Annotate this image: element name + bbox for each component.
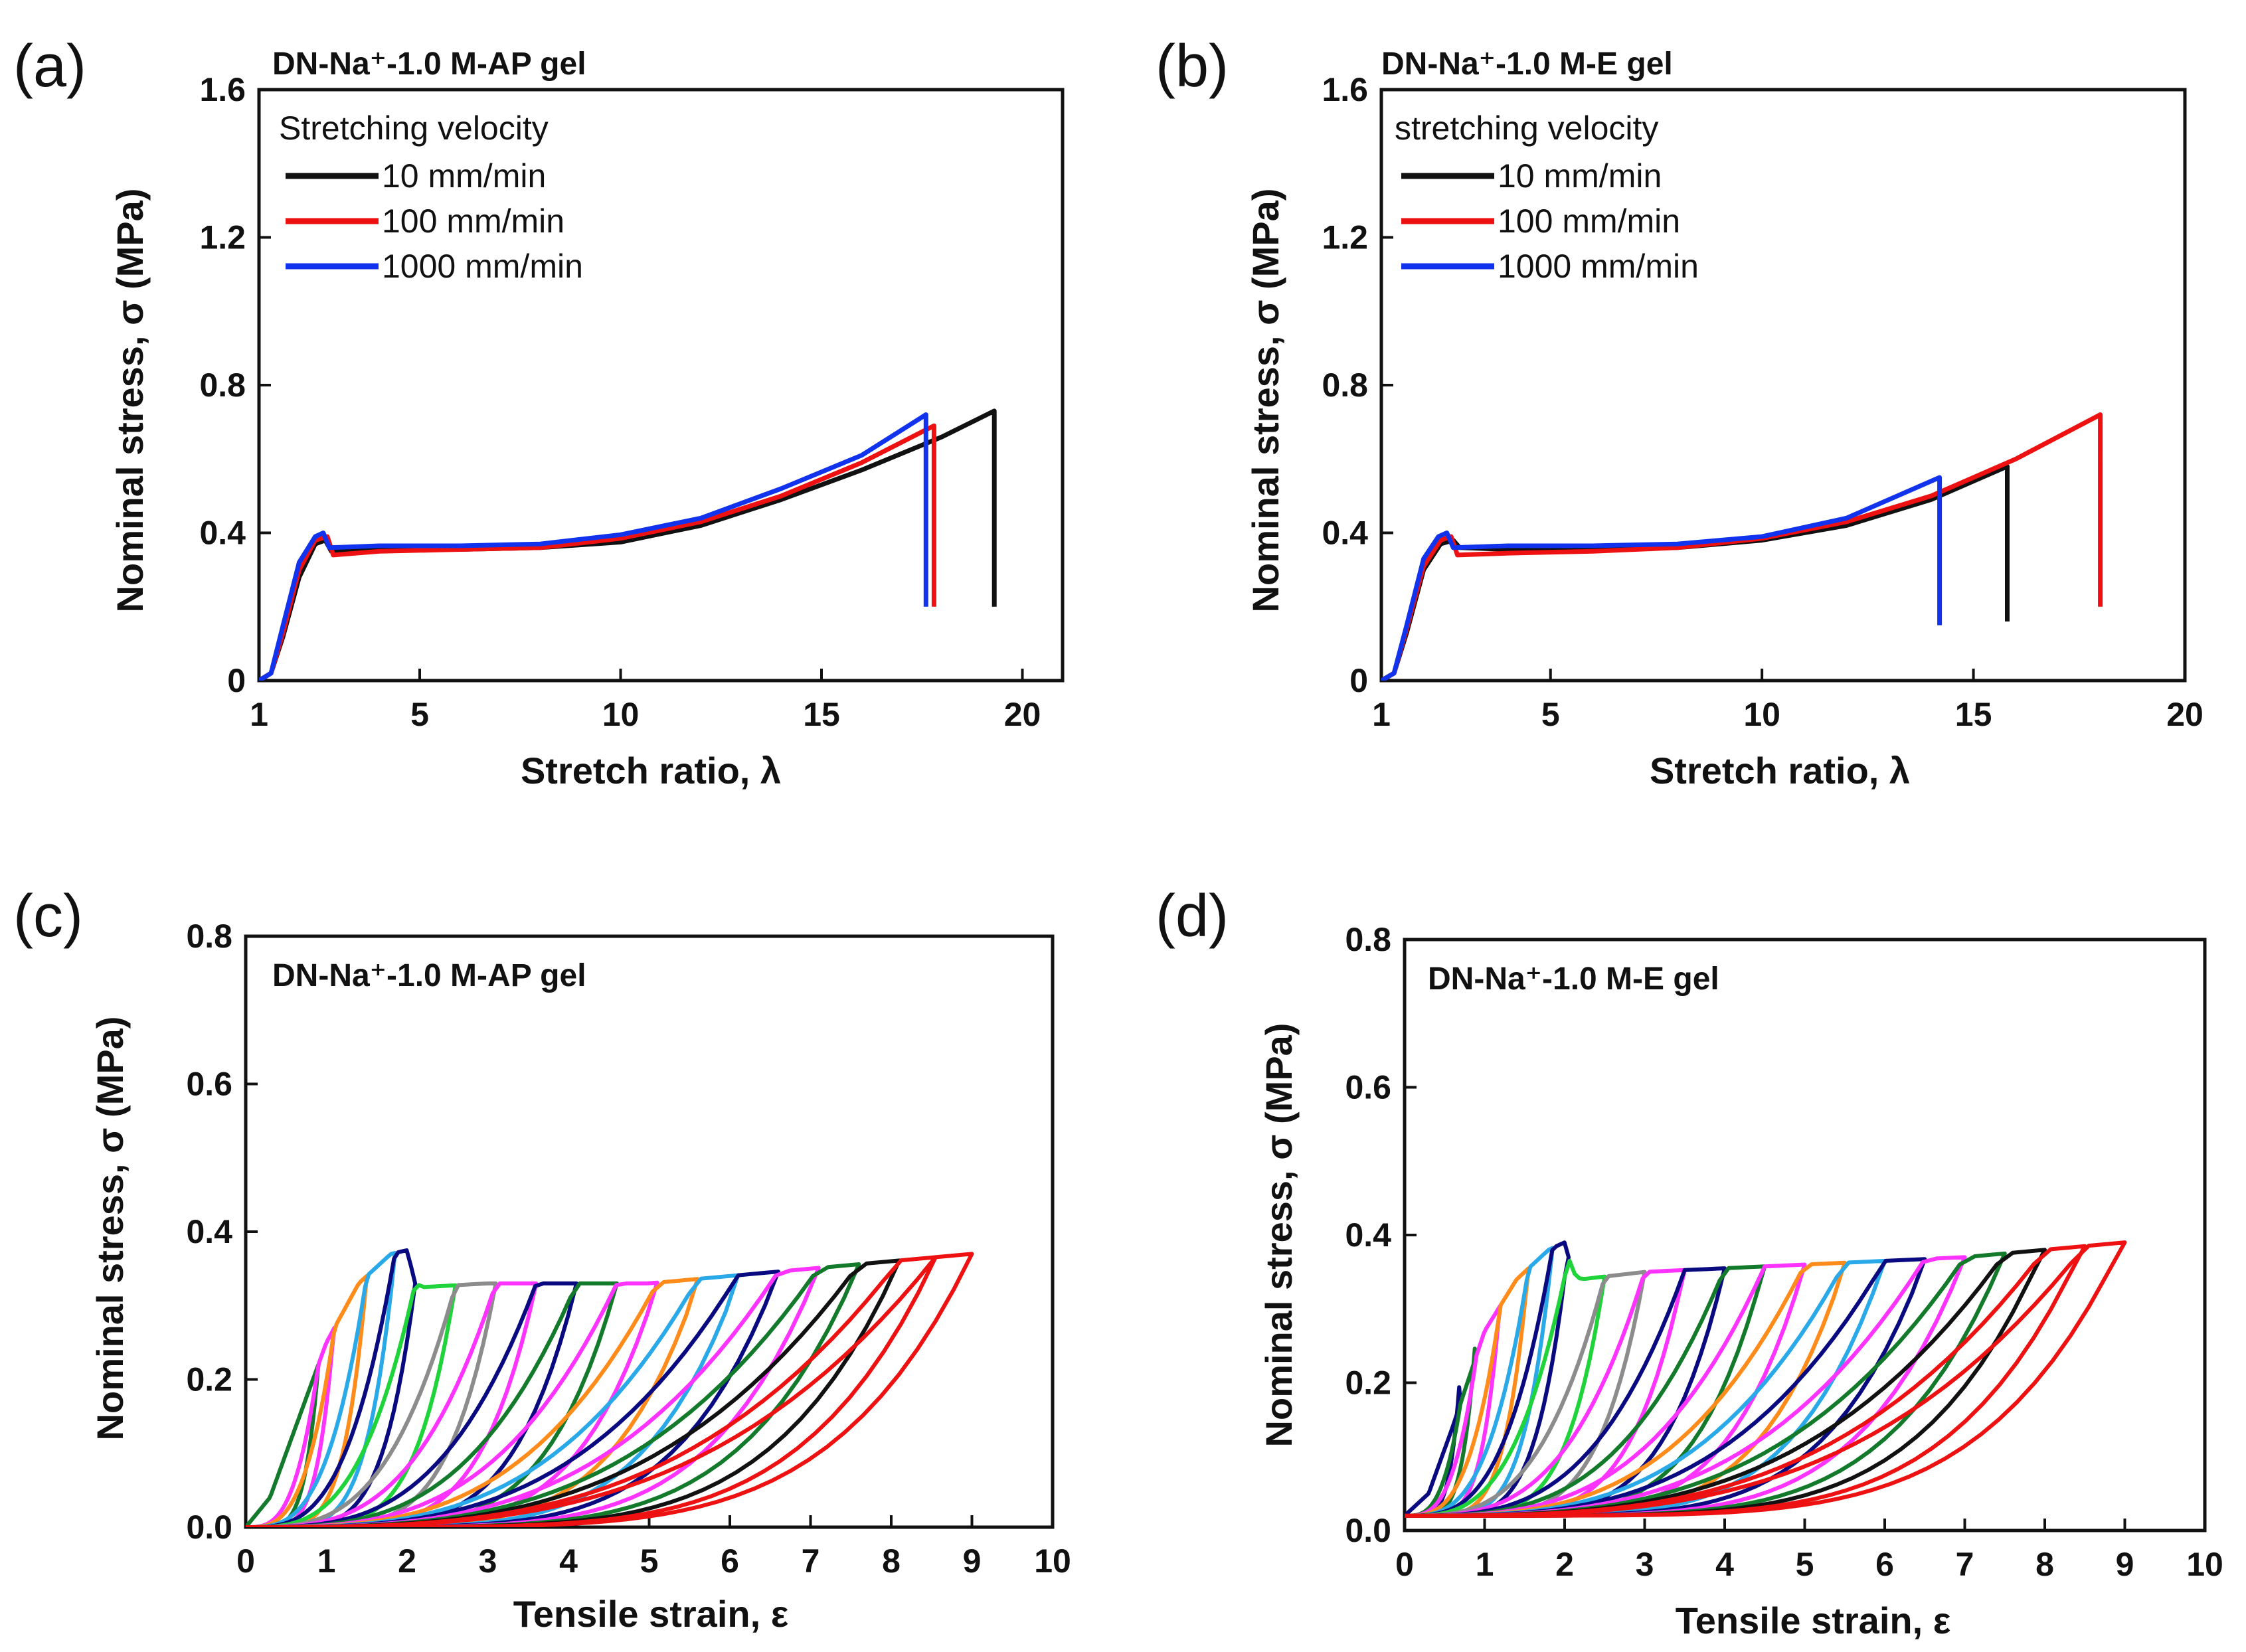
panel-d: (d) DN-Na⁺-1.0 M-E gel Tensile strain, ε… — [1156, 883, 2223, 1641]
panel-d-xtick-label: 6 — [1875, 1546, 1894, 1583]
panel-b-xtick-label: 10 — [1743, 696, 1780, 733]
panel-a-xtick-label: 10 — [602, 696, 640, 733]
panel-d-cycle-20-line — [1405, 1240, 2127, 1518]
panel-a-plot-frame — [257, 88, 1065, 683]
panel-c-ylabel: Nominal stress, σ (MPa) — [89, 1017, 131, 1441]
panel-d-xtick-label: 9 — [2116, 1546, 2134, 1583]
panel-b-xtick-label: 20 — [2166, 696, 2203, 733]
panel-d-ytick-label: 0.2 — [1345, 1364, 1391, 1402]
panel-d-xtick-label: 8 — [2035, 1546, 2054, 1583]
panel-c-xtick-label: 1 — [317, 1542, 336, 1580]
panel-d-xtick-label: 1 — [1476, 1546, 1494, 1583]
panel-d-xtick-label: 5 — [1796, 1546, 1814, 1583]
panel-d-label: (d) — [1156, 883, 1229, 950]
panel-c-xtick-label: 2 — [398, 1542, 416, 1580]
panel-b-series-10mm-line — [1381, 463, 2010, 681]
panel-c-xtick-label: 3 — [479, 1542, 497, 1580]
panel-d-cycle-14-line — [1405, 1258, 1887, 1518]
panel-c-cycle-4-line — [246, 1251, 397, 1527]
panel-d-ytick-label: 0.4 — [1345, 1216, 1391, 1254]
panel-c-plot-area — [246, 1248, 974, 1527]
panel-b-xlabel: Stretch ratio, λ — [1650, 750, 1910, 791]
panel-b-legend-label-100: 100 mm/min — [1498, 203, 1680, 240]
panel-a-label: (a) — [13, 33, 86, 100]
panel-c-label: (c) — [13, 883, 83, 950]
panel-d-xtick-label: 0 — [1395, 1546, 1414, 1583]
panel-d-cycle-5-line — [1405, 1246, 1555, 1518]
panel-d-ytick-label: 0.0 — [1345, 1512, 1391, 1549]
panel-c-ytick-label: 0.2 — [186, 1361, 232, 1398]
panel-c-xtick-label: 4 — [559, 1542, 578, 1580]
panel-a-legend-label-10: 10 mm/min — [382, 157, 546, 195]
panel-a-title: DN-Na⁺-1.0 M-AP gel — [272, 46, 586, 82]
panel-c-title: DN-Na⁺-1.0 M-AP gel — [272, 958, 586, 993]
panel-a-plot-area — [259, 408, 997, 681]
panel-d-xtick-label: 2 — [1555, 1546, 1574, 1583]
panel-b-ytick-label: 0.4 — [1322, 515, 1368, 552]
panel-c-cycle-19-line — [246, 1252, 974, 1527]
panel-d-cycle-3-line — [1405, 1303, 1503, 1518]
panel-a-series-1000mm-line — [259, 412, 928, 681]
panel-a: (a) DN-Na⁺-1.0 M-AP gel Stretching veloc… — [13, 33, 1065, 791]
panel-b-label: (b) — [1156, 33, 1229, 100]
panel-a-xtick-label: 15 — [803, 696, 840, 733]
panel-c-ytick-label: 0.6 — [186, 1066, 232, 1103]
panel-a-ytick-label: 0 — [227, 662, 246, 699]
panel-c-xtick-label: 7 — [802, 1542, 820, 1580]
panel-b-legend-label-1000: 1000 mm/min — [1498, 248, 1699, 285]
panel-b-ytick-label: 1.2 — [1322, 219, 1368, 256]
panel-a-ylabel: Nominal stress, σ (MPa) — [109, 189, 151, 613]
panel-c-ytick-label: 0.8 — [186, 918, 232, 955]
panel-d-xtick-label: 7 — [1956, 1546, 1974, 1583]
panel-b-ytick-label: 0.8 — [1322, 367, 1368, 404]
panel-a-legend-label-100: 100 mm/min — [382, 203, 564, 240]
panel-d-xtick-label: 10 — [2186, 1546, 2223, 1583]
panel-c-ytick-label: 0.4 — [186, 1213, 232, 1250]
panel-c-xtick-label: 8 — [882, 1542, 901, 1580]
panel-b-ylabel: Nominal stress, σ (MPa) — [1245, 189, 1286, 613]
panel-a-legend-label-1000: 1000 mm/min — [382, 248, 583, 285]
panel-a-ytick-label: 0.4 — [199, 515, 246, 552]
panel-d-ylabel: Nominal stress, σ (MPa) — [1258, 1023, 1300, 1447]
panel-a-legend-title: Stretching velocity — [279, 110, 549, 147]
panel-c-xtick-label: 0 — [236, 1542, 255, 1580]
panel-b-plot-area — [1381, 412, 2103, 681]
panel-b-xtick-label: 5 — [1541, 696, 1560, 733]
panel-d-xtick-label: 3 — [1636, 1546, 1654, 1583]
panel-b-xtick-label: 15 — [1955, 696, 1992, 733]
panel-c-xtick-label: 6 — [721, 1542, 739, 1580]
panel-a-series-100mm-line — [259, 423, 936, 681]
panel-b-legend-label-10: 10 mm/min — [1498, 157, 1662, 195]
panel-b-ytick-label: 0 — [1349, 662, 1368, 699]
panel-d-ytick-label: 0.6 — [1345, 1069, 1391, 1106]
panel-c-xlabel: Tensile strain, ε — [513, 1593, 789, 1635]
panel-a-xtick-label: 20 — [1004, 696, 1041, 733]
panel-a-ytick-label: 1.2 — [199, 219, 246, 256]
panel-a-xlabel: Stretch ratio, λ — [521, 750, 781, 791]
panel-c-ytick-label: 0.0 — [186, 1509, 232, 1546]
panel-b-ytick-label: 1.6 — [1322, 71, 1368, 108]
panel-d-plot-area — [1405, 1240, 2127, 1518]
panel-d-ytick-label: 0.8 — [1345, 921, 1391, 958]
panel-d-cycle-4-line — [1405, 1266, 1531, 1518]
panel-a-xtick-label: 1 — [250, 696, 268, 733]
panel-b-title: DN-Na⁺-1.0 M-E gel — [1381, 46, 1673, 82]
panel-b-xtick-label: 1 — [1372, 696, 1391, 733]
panel-b-series-1000mm-line — [1381, 475, 1943, 681]
panel-c-cycle-7-line — [246, 1281, 498, 1527]
panel-a-ytick-label: 1.6 — [199, 71, 246, 108]
panel-d-xlabel: Tensile strain, ε — [1676, 1600, 1951, 1641]
panel-c-xtick-label: 10 — [1034, 1542, 1071, 1580]
panel-b-legend-title: stretching velocity — [1395, 110, 1658, 147]
panel-c-xtick-label: 5 — [640, 1542, 659, 1580]
panel-a-ytick-label: 0.8 — [199, 367, 246, 404]
panel-c-xtick-label: 9 — [963, 1542, 982, 1580]
panel-b: (b) DN-Na⁺-1.0 M-E gel stretching veloci… — [1156, 33, 2203, 791]
panel-d-title: DN-Na⁺-1.0 M-E gel — [1428, 961, 1719, 997]
panel-a-xtick-label: 5 — [410, 696, 429, 733]
panel-d-xtick-label: 4 — [1715, 1546, 1734, 1583]
panel-c: (c) DN-Na⁺-1.0 M-AP gel Tensile strain, … — [13, 883, 1071, 1635]
